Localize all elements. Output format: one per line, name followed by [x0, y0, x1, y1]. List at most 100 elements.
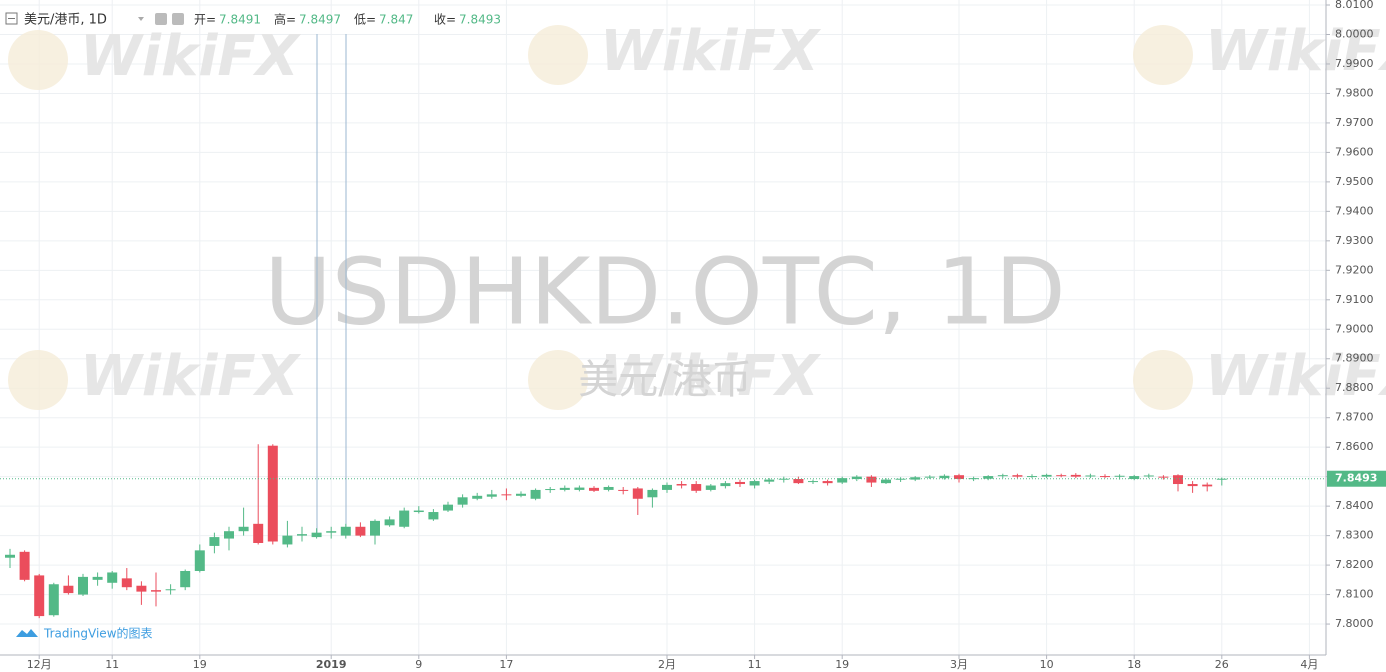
candle-body	[1056, 475, 1067, 477]
dropdown-icon[interactable]	[138, 17, 144, 21]
candle-body	[749, 481, 760, 486]
candle-body	[647, 489, 658, 498]
candle-body	[939, 475, 950, 479]
candle-body	[121, 578, 132, 588]
candle-body	[516, 493, 526, 496]
candle-body	[1012, 475, 1023, 477]
candle-body	[559, 487, 570, 490]
candle-body	[457, 497, 468, 505]
candle-body	[1027, 476, 1037, 478]
candle-body	[340, 526, 351, 536]
candle-body	[1114, 475, 1125, 477]
candle-body	[384, 519, 395, 526]
candle-body	[924, 476, 935, 478]
x-tick-label: 2月	[658, 658, 676, 671]
tradingview-logo	[16, 629, 38, 637]
brand-watermark: WikiFX	[80, 24, 302, 89]
candle-body	[968, 478, 979, 480]
x-tick-label: 19	[835, 658, 849, 671]
candle-body	[851, 476, 862, 480]
candle-body	[997, 475, 1008, 477]
brand-watermark: WikiFX	[600, 19, 822, 84]
candle-body	[618, 489, 629, 491]
y-tick-label: 8.0100	[1335, 0, 1374, 11]
candle-body	[209, 537, 220, 546]
brand-watermark: WikiFX	[80, 344, 302, 409]
candle-body	[282, 535, 293, 545]
candle-body	[136, 585, 147, 592]
candle-body	[1100, 476, 1110, 478]
y-tick-label: 7.8600	[1335, 440, 1374, 453]
y-tick-label: 7.9200	[1335, 263, 1374, 276]
candle-body	[267, 445, 278, 542]
candle-body	[238, 526, 249, 532]
candle-body	[297, 534, 307, 536]
y-tick-label: 8.0000	[1335, 27, 1374, 40]
grid	[0, 0, 1326, 655]
candle-body	[1085, 475, 1096, 477]
settings-icon[interactable]	[155, 13, 167, 25]
y-tick-label: 7.9900	[1335, 57, 1374, 70]
credit: TradingView的图表	[16, 626, 153, 641]
y-tick-label: 7.8000	[1335, 617, 1374, 630]
candle-body	[180, 570, 191, 588]
candle-body	[691, 484, 702, 491]
y-tick-label: 7.9100	[1335, 293, 1374, 306]
candle-body	[1202, 484, 1213, 487]
candle-body	[1070, 474, 1081, 477]
ohlc-value: 7.8497	[299, 13, 341, 27]
candle-body	[822, 481, 833, 484]
candle-body	[735, 481, 745, 485]
y-tick-label: 7.8900	[1335, 352, 1374, 365]
candle-body	[311, 532, 322, 538]
credit-text: TradingView的图表	[43, 626, 153, 641]
candle-body	[472, 495, 483, 499]
watermark-logo	[528, 25, 588, 85]
y-tick-label: 7.9800	[1335, 86, 1374, 99]
candle-body	[589, 487, 599, 491]
candle-body	[954, 475, 964, 480]
watermark-logo	[1133, 350, 1193, 410]
symbol-watermark: USDHKD.OTC, 1D	[264, 238, 1066, 345]
candle-body	[443, 504, 453, 511]
candle-body	[1187, 484, 1198, 487]
y-tick-label: 7.9500	[1335, 175, 1374, 188]
candle-body	[837, 478, 848, 483]
last-price-box	[1327, 470, 1386, 487]
candle-body	[428, 512, 439, 520]
candle-body	[34, 575, 45, 617]
x-tick-label: 11	[748, 658, 762, 671]
watermark-logo	[8, 30, 68, 90]
candle-body	[881, 479, 891, 484]
candle-body	[5, 554, 15, 558]
brand-watermark: WikiFX	[600, 344, 822, 409]
x-tick-label: 2019	[316, 658, 347, 671]
candle-body	[486, 494, 497, 497]
watermark-logo	[8, 350, 68, 410]
y-tick-label: 7.8700	[1335, 411, 1374, 424]
candle-body	[764, 479, 775, 482]
ohlc-label: 低=	[354, 13, 376, 27]
candle-body	[501, 494, 512, 496]
legend-header: 美元/港币, 1D 开= 7.8491 高= 7.8497 低= 7.847 收= 7.849…	[5, 12, 501, 28]
candle-body	[705, 485, 716, 490]
candle-body	[151, 590, 161, 592]
candle-body	[224, 531, 234, 539]
y-tick-label: 7.9300	[1335, 234, 1374, 247]
y-tick-label: 7.9000	[1335, 322, 1374, 335]
brand-watermark: WikiFX	[1205, 19, 1386, 84]
candle-body	[632, 488, 643, 499]
y-tick-label: 7.9400	[1335, 204, 1374, 217]
candle-body	[413, 510, 424, 513]
candle-body	[355, 526, 366, 536]
ohlc-label: 高=	[274, 12, 296, 27]
collapse-icon[interactable]	[5, 12, 18, 25]
y-tick-label: 7.8300	[1335, 529, 1374, 542]
brand-watermark: WikiFX	[1205, 344, 1386, 409]
candle-body	[1158, 476, 1169, 478]
candle-body	[165, 589, 176, 591]
candle-body	[399, 510, 410, 527]
close-icon[interactable]	[172, 13, 184, 25]
